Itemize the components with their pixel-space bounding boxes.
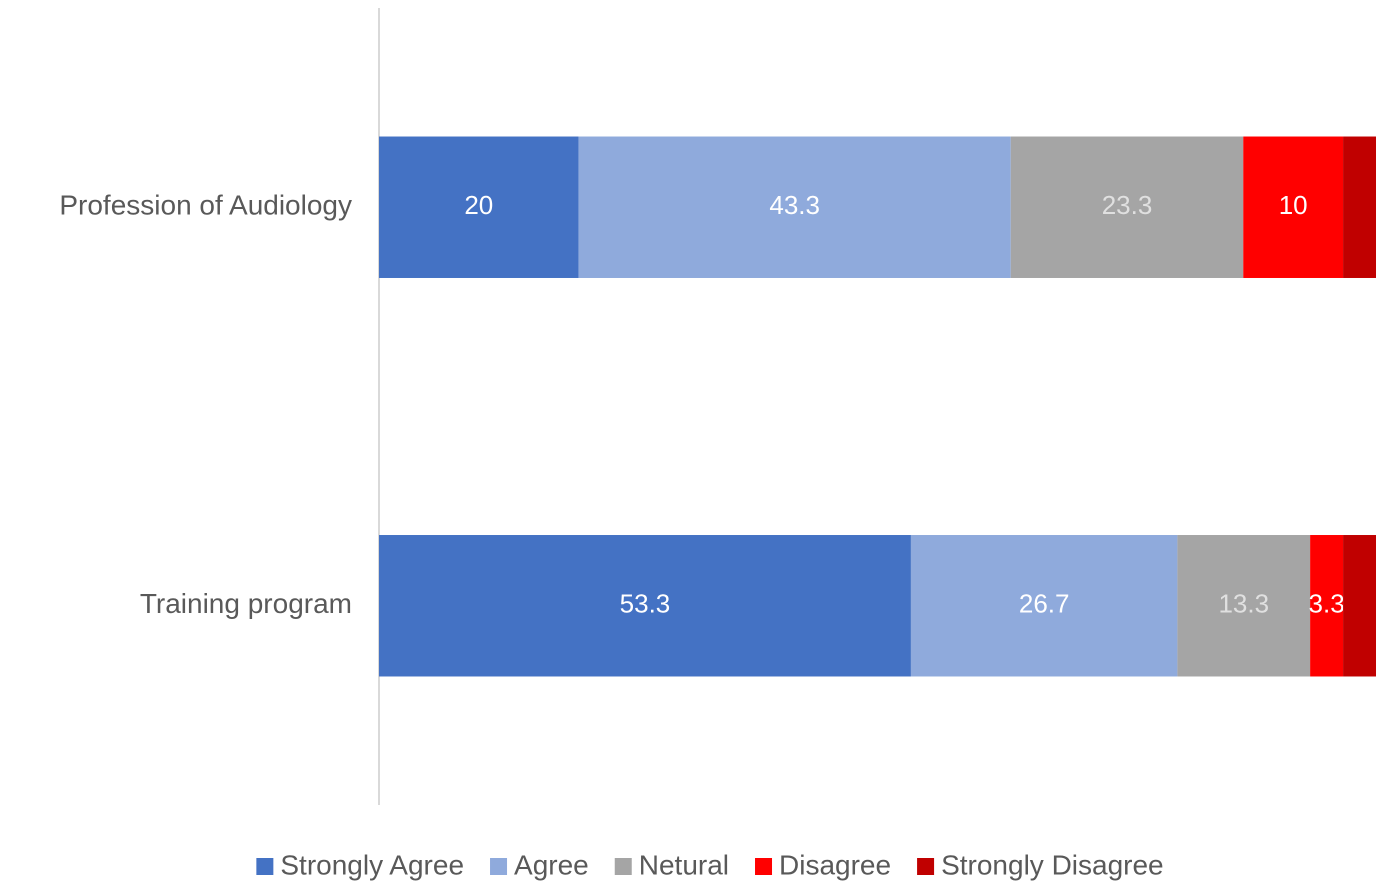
legend-swatch (917, 858, 935, 875)
legend-label: Agree (514, 849, 589, 880)
bar-segment (1343, 535, 1377, 677)
data-label: 23.3 (1102, 190, 1153, 220)
legend-label: Netural (639, 849, 729, 880)
bar-segment (379, 535, 911, 677)
bar-segment (1310, 535, 1344, 677)
legend-swatch (755, 858, 773, 875)
data-label: 43.3 (769, 190, 820, 220)
bar-segment (1243, 136, 1344, 278)
legend-label: Disagree (779, 849, 891, 880)
data-label: 20 (464, 190, 493, 220)
data-label: 13.3 (1218, 589, 1269, 619)
legend-label: Strongly Disagree (941, 849, 1164, 880)
legend-swatch (256, 858, 274, 875)
bar-segment (1177, 535, 1311, 677)
y-tick-label: Profession of Audiology (59, 190, 352, 221)
bar-segment (379, 136, 579, 278)
y-tick-label: Training program (140, 588, 352, 619)
data-label: 10 (1279, 190, 1308, 220)
data-label: 53.3 (620, 589, 671, 619)
legend-swatch (490, 858, 508, 875)
bar-segment (1343, 136, 1377, 278)
legend-label: Strongly Agree (280, 849, 464, 880)
bar-segment (1010, 136, 1244, 278)
legend: Strongly Agree Agree Netural Disagree Strong… (256, 849, 1164, 880)
data-label: 26.7 (1019, 589, 1070, 619)
data-label: 3.3 (1309, 589, 1345, 619)
bar-segment (578, 136, 1011, 278)
bar-segment (910, 535, 1178, 677)
legend-swatch (614, 858, 632, 875)
